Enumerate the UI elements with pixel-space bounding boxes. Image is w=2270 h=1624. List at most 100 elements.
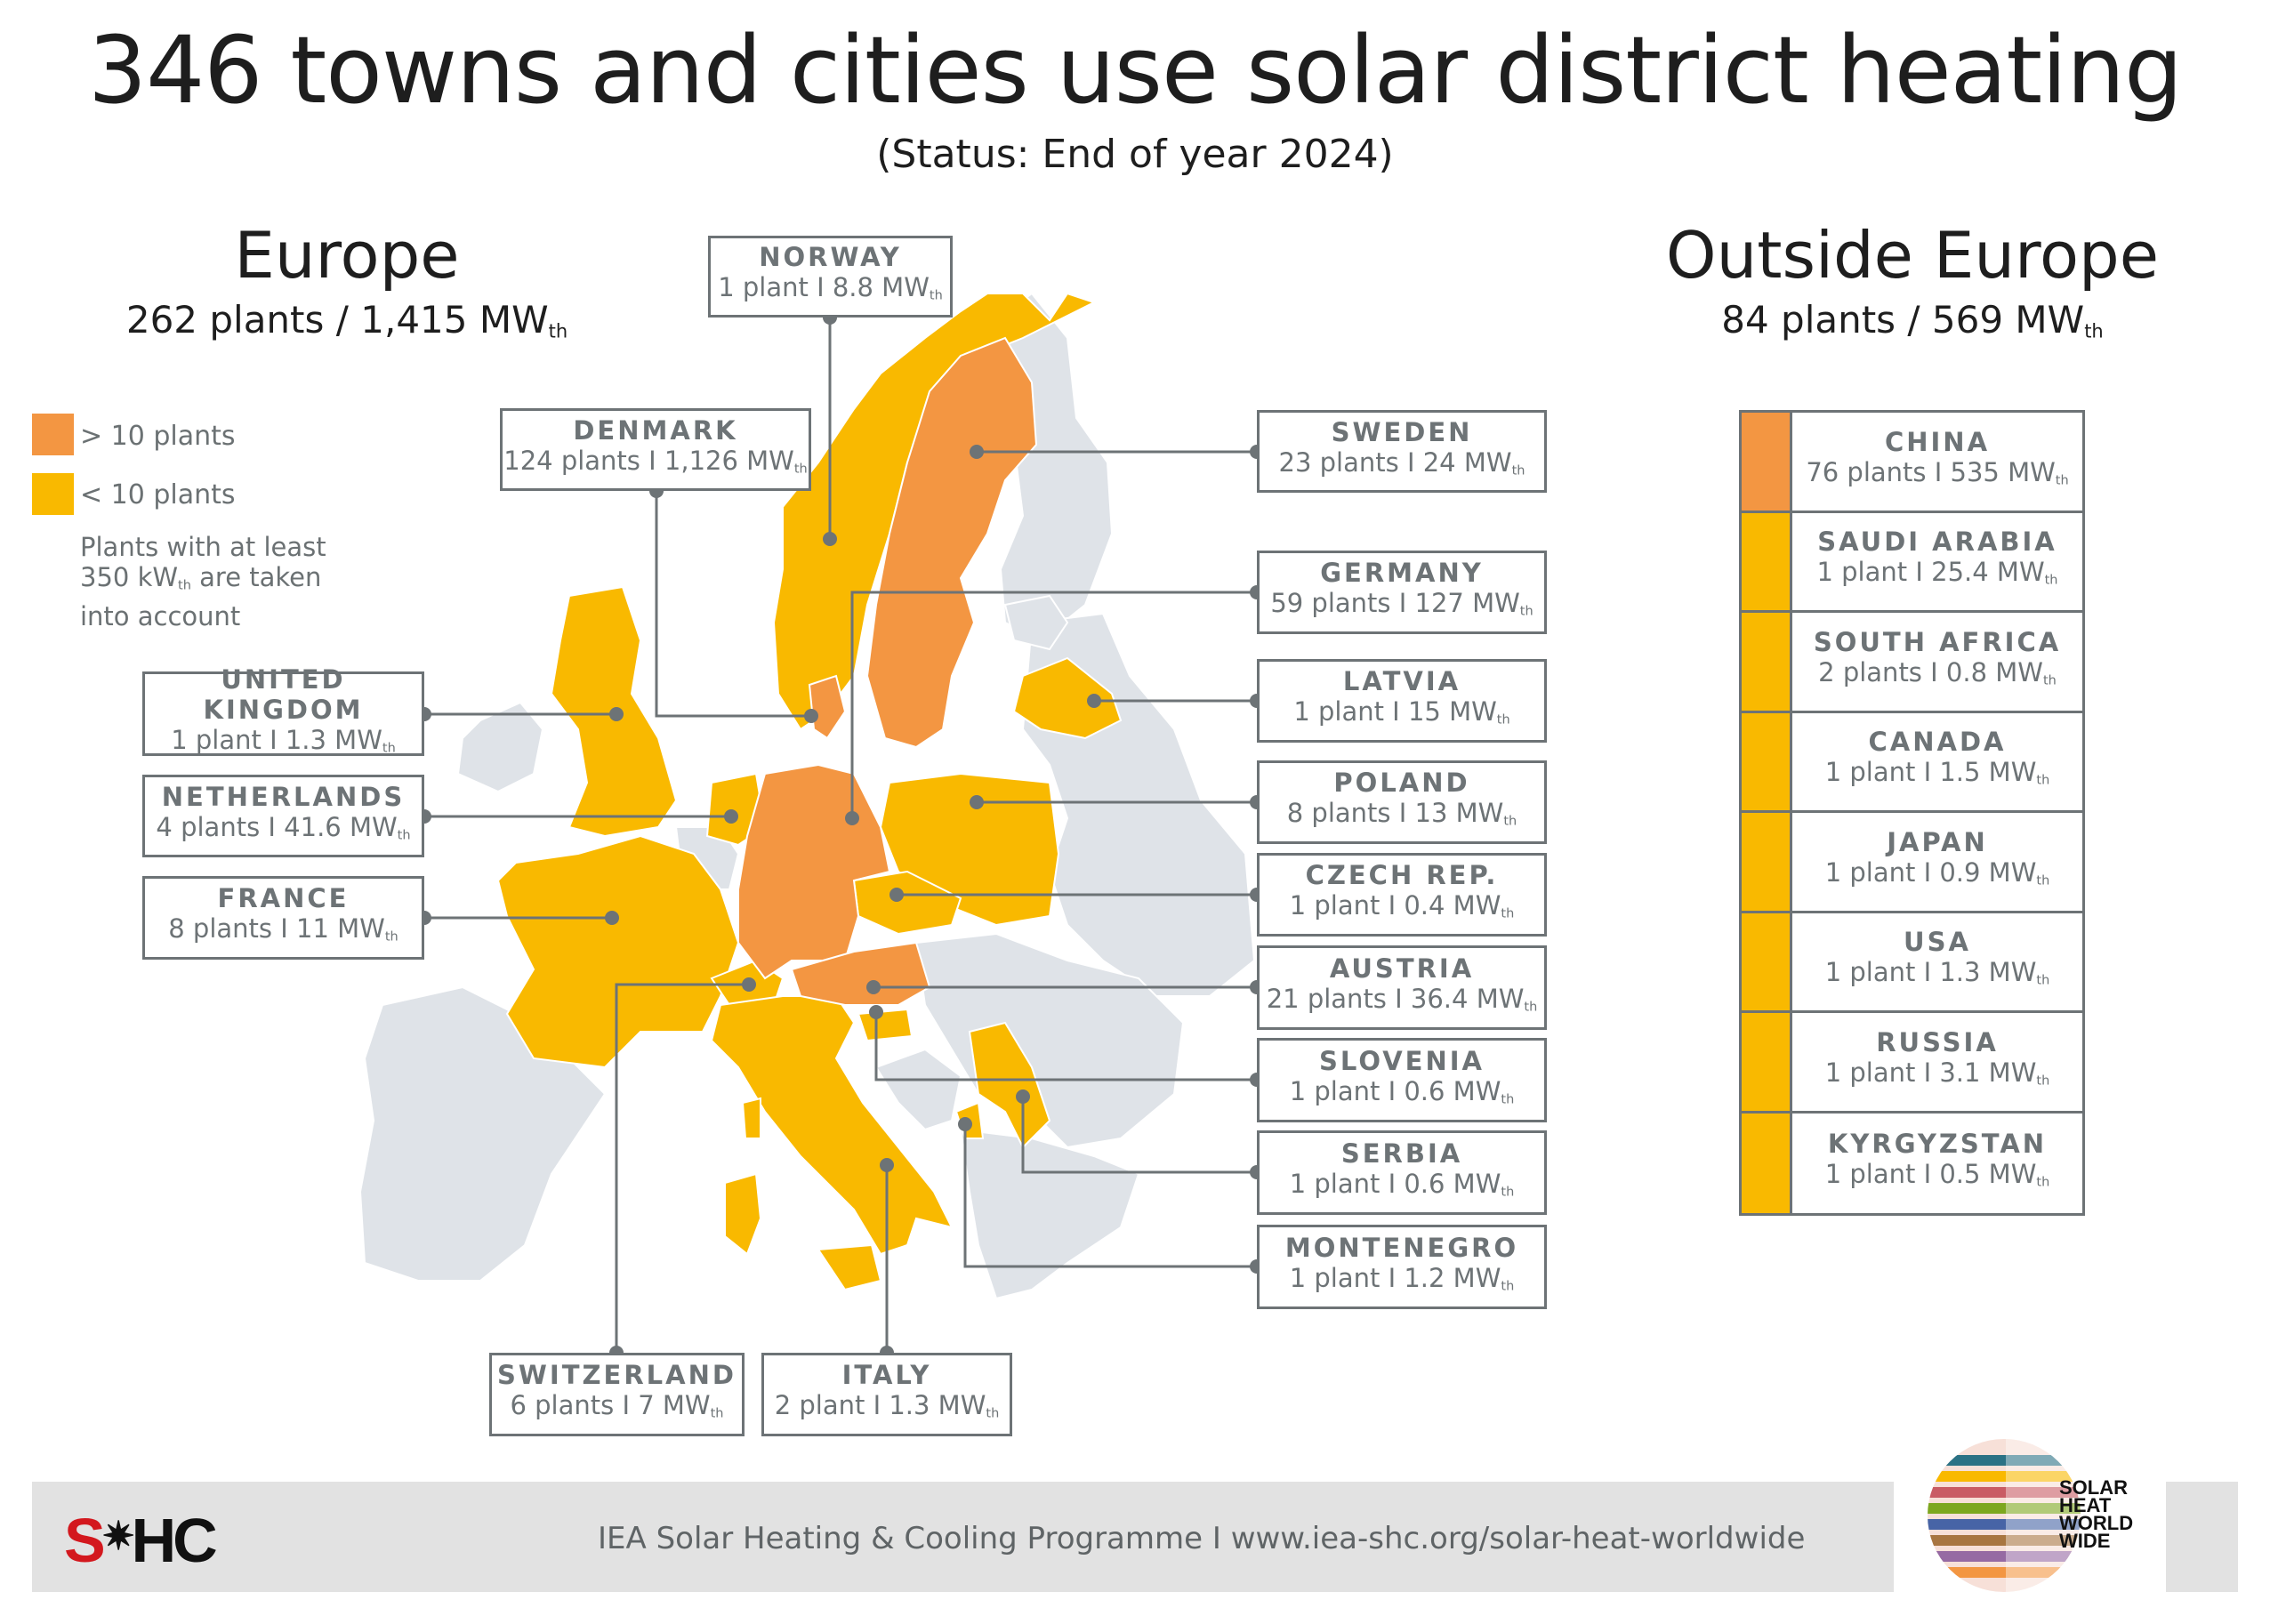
country-name: NETHERLANDS bbox=[161, 781, 406, 812]
country-box-serbia: SERBIA 1 plant I 0.6 MWth bbox=[1257, 1130, 1547, 1215]
country-box-netherlands: NETHERLANDS 4 plants I 41.6 MWth bbox=[142, 775, 424, 857]
subscript: th bbox=[2036, 873, 2050, 888]
country-value: 4 plants I 41.6 MWth bbox=[145, 812, 422, 851]
subscript: th bbox=[1511, 463, 1525, 478]
country-value: 1 plant I 25.4 MWth bbox=[1792, 557, 2082, 596]
subscript: th bbox=[1501, 906, 1515, 921]
value-text: 76 plants I 535 MW bbox=[1806, 456, 2056, 487]
table-row-canada: CANADA 1 plant I 1.5 MWth bbox=[1742, 712, 2082, 813]
country-name: DENMARK bbox=[573, 414, 738, 446]
subscript: th bbox=[1524, 1000, 1538, 1015]
footer-text: IEA Solar Heating & Cooling Programme I … bbox=[598, 1521, 1806, 1556]
country-value: 124 plants I 1,126 MWth bbox=[503, 446, 809, 485]
category-swatch-low bbox=[1742, 613, 1792, 711]
country-name: JAPAN bbox=[1887, 826, 1988, 857]
subscript: th bbox=[2036, 1175, 2050, 1190]
country-value: 6 plants I 7 MWth bbox=[492, 1390, 742, 1429]
europe-heading: Europe bbox=[234, 218, 460, 293]
category-swatch-low bbox=[1742, 712, 1792, 810]
page-title: 346 towns and cities use solar district … bbox=[87, 16, 2183, 125]
value-text: 1 plant I 1.3 MW bbox=[171, 724, 382, 755]
table-row-japan: JAPAN 1 plant I 0.9 MWth bbox=[1742, 813, 2082, 913]
country-cell: JAPAN 1 plant I 0.9 MWth bbox=[1792, 813, 2082, 911]
logo-line: SOLAR bbox=[2059, 1476, 2128, 1499]
country-value: 1 plant I 15 MWth bbox=[1260, 696, 1544, 736]
country-value: 21 plants I 36.4 MWth bbox=[1260, 984, 1544, 1023]
subscript: th bbox=[384, 929, 398, 945]
outside-summary-text: 84 plants / 569 MW bbox=[1721, 298, 2085, 342]
country-name: POLAND bbox=[1333, 768, 1470, 799]
subscript: th bbox=[1503, 814, 1517, 829]
country-name: SERBIA bbox=[1340, 1138, 1463, 1169]
subscript: th bbox=[382, 741, 396, 756]
table-row-usa: USA 1 plant I 1.3 MWth bbox=[1742, 912, 2082, 1013]
legend-swatch-low bbox=[32, 473, 74, 515]
value-text: 1 plant I 25.4 MW bbox=[1816, 557, 2045, 588]
value-text: 2 plant I 1.3 MW bbox=[774, 1390, 986, 1421]
country-value: 8 plants I 11 MWth bbox=[145, 913, 422, 953]
value-text: 23 plants I 24 MW bbox=[1278, 446, 1512, 478]
country-name: USA bbox=[1904, 927, 1971, 958]
country-value: 8 plants I 13 MWth bbox=[1260, 798, 1544, 837]
value-text: 59 plants I 127 MW bbox=[1270, 588, 1520, 619]
table-row-south-africa: SOUTH AFRICA 2 plants I 0.8 MWth bbox=[1742, 613, 2082, 713]
subscript: th bbox=[793, 462, 808, 477]
country-value: 76 plants I 535 MWth bbox=[1792, 457, 2082, 496]
country-box-norway: NORWAY 1 plant I 8.8 MWth bbox=[708, 236, 953, 318]
country-value: 1 plant I 0.6 MWth bbox=[1260, 1076, 1544, 1115]
country-box-austria: AUSTRIA 21 plants I 36.4 MWth bbox=[1257, 945, 1547, 1030]
subscript: th bbox=[2055, 473, 2069, 488]
country-name: SWEDEN bbox=[1331, 416, 1473, 447]
value-text: 1 plant I 3.1 MW bbox=[1824, 1057, 2037, 1088]
country-value: 1 plant I 0.6 MWth bbox=[1260, 1169, 1544, 1208]
country-value: 2 plant I 1.3 MWth bbox=[764, 1390, 1010, 1429]
subscript: th bbox=[2042, 673, 2057, 688]
country-box-denmark: DENMARK 124 plants I 1,126 MWth bbox=[500, 408, 811, 491]
country-name: NORWAY bbox=[759, 242, 902, 273]
country-value: 1 plant I 1.3 MWth bbox=[145, 725, 422, 764]
country-value: 1 plant I 0.4 MWth bbox=[1260, 890, 1544, 929]
category-swatch-low bbox=[1742, 1013, 1792, 1111]
value-text: 2 plants I 0.8 MW bbox=[1818, 656, 2043, 687]
subscript: th bbox=[2084, 320, 2104, 342]
country-value: 1 plant I 1.3 MWth bbox=[1792, 957, 2082, 996]
country-name: GERMANY bbox=[1320, 558, 1484, 589]
page-subtitle: (Status: End of year 2024) bbox=[876, 132, 1394, 177]
subscript: th bbox=[929, 288, 943, 303]
country-box-latvia: LATVIA 1 plant I 15 MWth bbox=[1257, 659, 1547, 743]
legend-note-line: into account bbox=[80, 600, 241, 631]
subscript: th bbox=[397, 828, 411, 843]
value-text: 8 plants I 11 MW bbox=[168, 913, 385, 945]
subscript: th bbox=[1519, 604, 1533, 619]
value-text: 8 plants I 13 MW bbox=[1286, 798, 1504, 829]
category-swatch-low bbox=[1742, 813, 1792, 911]
country-name: SOUTH AFRICA bbox=[1813, 626, 2062, 657]
table-row-china: CHINA 76 plants I 535 MWth bbox=[1742, 413, 2082, 513]
country-name: SLOVENIA bbox=[1319, 1045, 1485, 1076]
country-name: RUSSIA bbox=[1876, 1026, 1999, 1057]
subscript: th bbox=[986, 1406, 1000, 1421]
country-value: 59 plants I 127 MWth bbox=[1260, 588, 1544, 627]
subscript: th bbox=[710, 1406, 724, 1421]
outside-europe-table: CHINA 76 plants I 535 MWth SAUDI ARABIA … bbox=[1739, 410, 2085, 1216]
shc-logo-s: S bbox=[64, 1506, 106, 1575]
country-name: LATVIA bbox=[1342, 666, 1461, 697]
value-text: 124 plants I 1,126 MW bbox=[503, 445, 794, 476]
country-box-italy: ITALY 2 plant I 1.3 MWth bbox=[761, 1353, 1012, 1436]
solar-heat-worldwide-globe-icon bbox=[1928, 1439, 2081, 1592]
legend-note-line: 350 kWth are taken bbox=[80, 562, 326, 601]
country-name: CHINA bbox=[1884, 426, 1991, 457]
country-name: UNITED KINGDOM bbox=[203, 663, 364, 725]
country-cell: CANADA 1 plant I 1.5 MWth bbox=[1792, 713, 2082, 811]
value-text: 4 plants I 41.6 MW bbox=[156, 811, 398, 842]
table-row-kyrgyzstan: KYRGYZSTAN 1 plant I 0.5 MWth bbox=[1742, 1113, 2082, 1213]
country-value: 1 plant I 3.1 MWth bbox=[1792, 1057, 2082, 1097]
legend-note: Plants with at least 350 kWth are taken … bbox=[80, 532, 326, 631]
subscript: th bbox=[1501, 1092, 1515, 1107]
europe-summary-text: 262 plants / 1,415 MW bbox=[125, 298, 549, 342]
country-value: 1 plant I 0.5 MWth bbox=[1792, 1159, 2082, 1198]
subscript: th bbox=[1496, 712, 1510, 728]
category-swatch-low bbox=[1742, 512, 1792, 610]
country-cell: RUSSIA 1 plant I 3.1 MWth bbox=[1792, 1013, 2082, 1111]
note-text: are taken bbox=[190, 562, 322, 592]
